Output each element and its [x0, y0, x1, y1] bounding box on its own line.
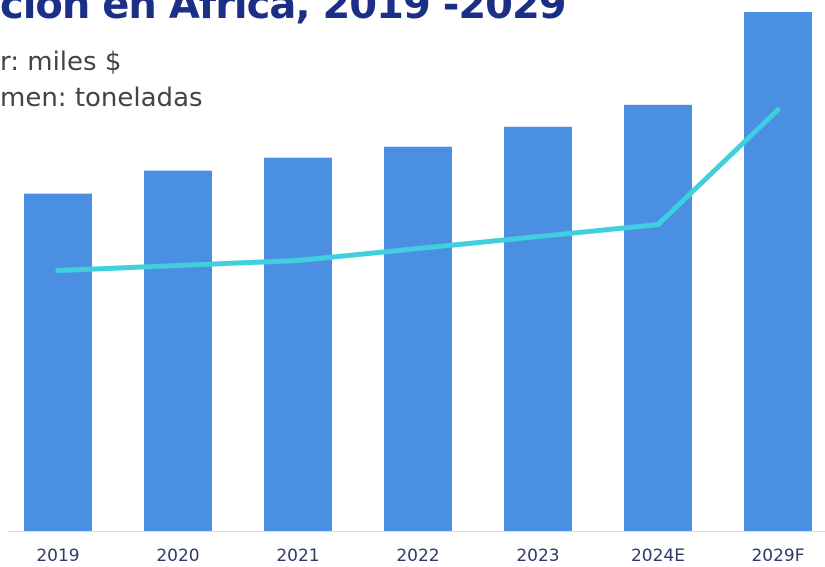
line-point-2021: [295, 258, 301, 264]
x-tick-label-2029F: 2029F: [751, 546, 804, 566]
bar-2021: [264, 157, 332, 531]
chart-title: ción en África, 2019 -2029: [0, 0, 567, 28]
line-point-2029F: [775, 107, 781, 113]
legend-value-label: r: miles $: [0, 47, 122, 77]
bar-2022: [384, 146, 452, 531]
bar-2019: [24, 193, 92, 531]
bar-2024E: [624, 104, 692, 531]
line-point-2020: [175, 263, 181, 269]
x-tick-label-2022: 2022: [396, 546, 439, 566]
x-tick-label-2020: 2020: [156, 546, 199, 566]
x-tick-label-2019: 2019: [36, 546, 79, 566]
line-point-2024E: [655, 222, 661, 228]
bar-2023: [504, 126, 572, 532]
line-point-2019: [55, 268, 61, 274]
chart-legend: r: miles $ men: toneladas: [0, 44, 203, 116]
x-tick-label-2024E: 2024E: [631, 546, 685, 566]
line-point-2023: [535, 234, 541, 240]
bar-2020: [144, 170, 212, 532]
legend-volume-label: men: toneladas: [0, 83, 203, 113]
bar-2029F: [744, 12, 812, 531]
line-point-2022: [415, 246, 421, 252]
x-tick-label-2021: 2021: [276, 546, 319, 566]
x-tick-label-2023: 2023: [516, 546, 559, 566]
